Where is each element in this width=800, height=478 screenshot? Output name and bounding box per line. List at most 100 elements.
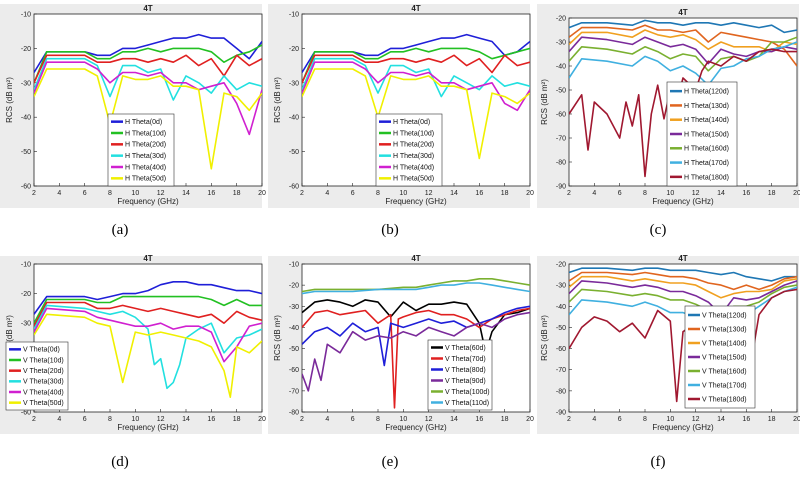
x-tick-label: 8 — [376, 416, 380, 423]
chart-svg-d: 4T2468101214161820-60-50-40-30-20-10Freq… — [0, 254, 266, 434]
x-tick-label: 4 — [57, 416, 61, 423]
x-tick: 12 — [157, 409, 165, 423]
x-tick: 20 — [793, 409, 800, 423]
legend-entry: H Theta(40d) — [393, 164, 434, 171]
legend-entry: V Theta(0d) — [23, 347, 60, 354]
x-tick-label: 20 — [793, 416, 800, 423]
x-tick-label: 6 — [351, 416, 355, 423]
legend: H Theta(0d) H Theta(10d) H Theta(20d) H The… — [107, 113, 175, 187]
y-tick-label: -40 — [289, 325, 299, 332]
legend-box — [107, 113, 175, 187]
chart-title: 4T — [411, 4, 420, 13]
x-tick-label: 10 — [399, 190, 407, 197]
y-tick-label: -60 — [556, 112, 566, 119]
x-tick: 4 — [325, 409, 329, 423]
x-tick: 16 — [207, 409, 215, 423]
y-tick: -30 — [289, 304, 305, 311]
x-axis-label: Frequency (GHz) — [385, 423, 447, 432]
y-tick: -20 — [21, 46, 37, 53]
legend-entry: H Theta(20d) — [125, 142, 166, 149]
x-tick-label: 6 — [83, 190, 87, 197]
x-tick: 8 — [643, 409, 647, 423]
series-line-0 — [302, 33, 530, 73]
chart-title: 4T — [678, 254, 687, 263]
y-tick-label: -10 — [289, 12, 299, 19]
x-tick-label: 4 — [57, 190, 61, 197]
y-tick-label: -20 — [21, 46, 31, 53]
legend-entry: H Theta(0d) — [125, 119, 162, 126]
x-tick: 20 — [793, 183, 800, 197]
series-line-4 — [302, 61, 530, 112]
chart-title: 4T — [678, 8, 687, 17]
chart-panel-a: 4T 2 4 6 8 10 12 14 16 18 20 -60 -50 -40 -30 -20 -10 Freq… — [0, 0, 266, 210]
x-tick-label: 14 — [717, 190, 725, 197]
y-tick: -10 — [21, 262, 37, 269]
y-tick: -40 — [289, 115, 305, 122]
x-tick-label: 2 — [32, 190, 36, 197]
x-tick-label: 18 — [233, 190, 241, 197]
y-tick: -20 — [556, 16, 572, 23]
x-tick: 20 — [258, 409, 266, 423]
legend-entry: V Theta(90d) — [445, 378, 486, 385]
x-tick: 6 — [351, 183, 355, 197]
series-line-1 — [569, 24, 797, 67]
y-tick: -90 — [556, 184, 572, 191]
x-tick: 14 — [450, 183, 458, 197]
legend-entry: H Theta(50d) — [125, 176, 166, 183]
y-axis-label: RCS (dB m²) — [540, 79, 549, 125]
y-tick-label: -60 — [289, 367, 299, 374]
x-tick: 6 — [83, 409, 87, 423]
caption-f: (f) — [650, 454, 666, 470]
chart-panel-f: 4T 2 4 6 8 10 12 14 16 18 20 -90 -80 -70 -60 -50 -40 -30 -… — [537, 250, 800, 435]
chart-svg-e: 4T 2 4 6 8 10 12 14 16 18 20 -80 -70 -60 -50 -40 -30 -20 -… — [268, 254, 534, 434]
y-tick: -40 — [556, 64, 572, 71]
legend-box — [5, 341, 69, 411]
y-tick-label: -10 — [289, 262, 299, 269]
y-tick-label: -40 — [556, 304, 566, 311]
x-tick-label: 2 — [567, 190, 571, 197]
x-tick-label: 14 — [182, 416, 190, 423]
x-tick-label: 2 — [567, 416, 571, 423]
y-tick-label: -30 — [289, 304, 299, 311]
x-tick-label: 8 — [376, 190, 380, 197]
x-axis-label: Frequency (GHz) — [652, 197, 714, 206]
x-tick-label: 16 — [742, 416, 750, 423]
legend-entry: H Theta(170d) — [684, 160, 729, 167]
x-tick: 2 — [32, 183, 36, 197]
series-line-4 — [302, 278, 530, 293]
legend-entry: V Theta(150d) — [702, 354, 747, 361]
x-tick-label: 14 — [182, 190, 190, 197]
x-tick: 20 — [526, 409, 534, 423]
x-tick: 16 — [742, 183, 750, 197]
y-tick-label: -10 — [21, 12, 31, 19]
legend-entry: H Theta(140d) — [684, 117, 729, 124]
y-tick-label: -50 — [289, 346, 299, 353]
y-tick-label: -30 — [21, 321, 31, 328]
x-tick-label: 4 — [325, 190, 329, 197]
y-tick-label: -70 — [556, 136, 566, 143]
y-tick: -80 — [556, 160, 572, 167]
y-tick-label: -30 — [556, 40, 566, 47]
y-tick-label: -80 — [289, 410, 299, 417]
x-tick-label: 18 — [501, 416, 509, 423]
x-tick-label: 2 — [300, 190, 304, 197]
chart-svg-b: 4T 2 4 6 8 10 12 14 16 18 20 -60 -50 -40 -30 -20 -10 Freq… — [268, 4, 534, 208]
x-tick-label: 14 — [450, 416, 458, 423]
y-tick-label: -70 — [556, 367, 566, 374]
y-tick: -40 — [21, 115, 37, 122]
chart-panel-d: 4T2468101214161820-60-50-40-30-20-10Freq… — [0, 250, 266, 435]
x-tick-label: 2 — [32, 416, 36, 423]
y-tick: -10 — [21, 12, 37, 19]
x-tick-label: 6 — [618, 190, 622, 197]
y-tick: -50 — [289, 149, 305, 156]
chart-panel-b: 4T 2 4 6 8 10 12 14 16 18 20 -60 -50 -40 -30 -20 -10 Freq… — [268, 0, 534, 210]
x-tick-label: 8 — [108, 190, 112, 197]
x-tick-label: 12 — [692, 190, 700, 197]
x-tick: 2 — [567, 409, 571, 423]
y-tick: -60 — [21, 184, 37, 191]
y-tick-label: -40 — [21, 115, 31, 122]
x-tick-label: 12 — [157, 416, 165, 423]
x-tick-label: 10 — [666, 416, 674, 423]
series-line-3 — [569, 280, 797, 316]
x-axis-label: Frequency (GHz) — [652, 423, 714, 432]
